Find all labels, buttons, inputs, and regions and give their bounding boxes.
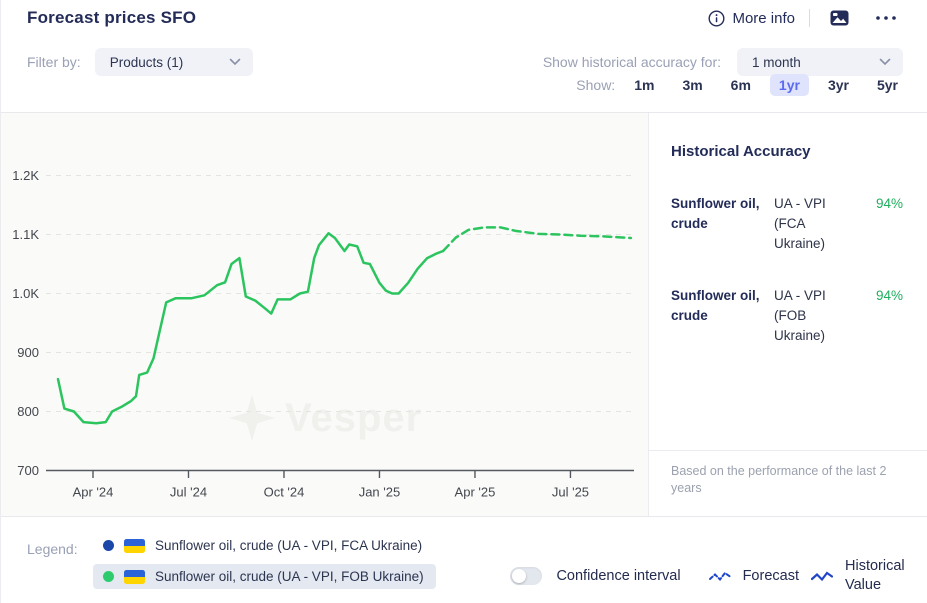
- range-button-6m[interactable]: 6m: [730, 77, 751, 93]
- more-info-label: More info: [732, 9, 795, 27]
- legend-bar: Legend: Sunflower oil, crude (UA - VPI, …: [1, 516, 927, 603]
- accuracy-footnote: Based on the performance of the last 2 y…: [649, 450, 927, 516]
- y-tick-label: 900: [17, 345, 39, 360]
- confidence-interval-toggle[interactable]: [510, 567, 543, 585]
- accuracy-panel-title: Historical Accuracy: [671, 143, 811, 160]
- accuracy-source: UA - VPI (FOB Ukraine): [774, 288, 826, 343]
- x-tick-label: Oct '24: [264, 485, 305, 500]
- show-label: Show:: [576, 77, 616, 93]
- accuracy-row: Sunflower oil, crude UA - VPI (FOB Ukrai…: [671, 286, 903, 346]
- accuracy-period-dropdown[interactable]: 1 month: [737, 48, 903, 76]
- chevron-down-icon: [879, 58, 891, 66]
- accuracy-row: Sunflower oil, crude UA - VPI (FCA Ukrai…: [671, 194, 903, 254]
- x-tick-label: Jul '25: [552, 485, 589, 500]
- filter-by-label: Filter by:: [27, 54, 81, 70]
- price-chart[interactable]: Vesper 1.2K 1.1K 1.0K 900 800 700 Apr '24 Jul '…: [1, 113, 648, 516]
- y-tick-label: 1.0K: [12, 286, 39, 301]
- legend-label: Legend:: [27, 541, 78, 557]
- chevron-down-icon: [229, 58, 241, 66]
- historical-accuracy-panel: Historical Accuracy Sunflower oil, crude…: [648, 113, 927, 516]
- watermark-text: Vesper: [285, 395, 423, 440]
- x-tick-label: Apr '25: [455, 485, 496, 500]
- historical-value-label: Historical Value: [845, 558, 905, 593]
- series-dashed: [441, 226, 633, 253]
- toggle-knob: [512, 569, 527, 583]
- confidence-interval-label: Confidence interval: [556, 568, 681, 584]
- accuracy-source: UA - VPI (FCA Ukraine): [774, 196, 826, 251]
- ukraine-flag-icon: [124, 538, 145, 553]
- toolbar: Forecast prices SFO More info Filte: [1, 0, 927, 113]
- historical-line-icon: [811, 570, 833, 582]
- ellipsis-menu-button[interactable]: [869, 13, 903, 23]
- products-dropdown-value: Products (1): [109, 54, 184, 70]
- vesper-sparkle-icon: [229, 395, 275, 441]
- x-tick-label: Jul '24: [170, 485, 207, 500]
- legend-item-label: Sunflower oil, crude (UA - VPI, FOB Ukra…: [155, 569, 424, 584]
- x-tick-label: Apr '24: [73, 485, 114, 500]
- forecast-label: Forecast: [742, 568, 799, 584]
- range-button-1yr[interactable]: 1yr: [769, 74, 809, 96]
- range-button-3yr[interactable]: 3yr: [827, 77, 849, 93]
- header-divider: [809, 9, 810, 27]
- accuracy-for-label: Show historical accuracy for:: [542, 54, 721, 70]
- y-tick-label: 1.2K: [12, 168, 39, 183]
- range-button-1m[interactable]: 1m: [634, 77, 655, 93]
- series-dot-green: [103, 571, 114, 582]
- legend-item-label: Sunflower oil, crude (UA - VPI, FCA Ukra…: [155, 538, 423, 553]
- range-button-5yr[interactable]: 5yr: [876, 77, 898, 93]
- page-title: Forecast prices SFO: [27, 8, 197, 27]
- ellipsis-icon: [875, 15, 897, 21]
- series-solid: [56, 232, 445, 425]
- legend-item-fca-ukraine[interactable]: Sunflower oil, crude (UA - VPI, FCA Ukra…: [93, 533, 436, 558]
- ukraine-flag-icon: [124, 569, 145, 584]
- vesper-watermark: Vesper: [229, 395, 422, 441]
- accuracy-product: Sunflower oil, crude: [671, 196, 760, 231]
- image-export-button[interactable]: [824, 8, 855, 28]
- forecast-line-icon: [708, 570, 731, 582]
- y-tick-label: 700: [17, 463, 39, 478]
- range-button-3m[interactable]: 3m: [682, 77, 703, 93]
- accuracy-period-value: 1 month: [752, 54, 801, 70]
- y-tick-label: 1.1K: [12, 227, 39, 242]
- accuracy-product: Sunflower oil, crude: [671, 288, 760, 323]
- chart-canvas: 1.2K 1.1K 1.0K 900 800 700 Apr '24 Jul '24 Oct '…: [12, 168, 634, 500]
- y-tick-label: 800: [17, 404, 39, 419]
- products-dropdown[interactable]: Products (1): [94, 48, 253, 76]
- accuracy-value: 94%: [875, 196, 903, 211]
- series-dot-blue: [103, 540, 114, 551]
- more-info-button[interactable]: More info: [708, 10, 795, 27]
- accuracy-value: 94%: [875, 288, 903, 303]
- x-tick-label: Jan '25: [359, 485, 401, 500]
- legend-item-fob-ukraine[interactable]: Sunflower oil, crude (UA - VPI, FOB Ukra…: [93, 564, 436, 589]
- info-icon: [708, 9, 725, 27]
- image-icon: [830, 10, 849, 26]
